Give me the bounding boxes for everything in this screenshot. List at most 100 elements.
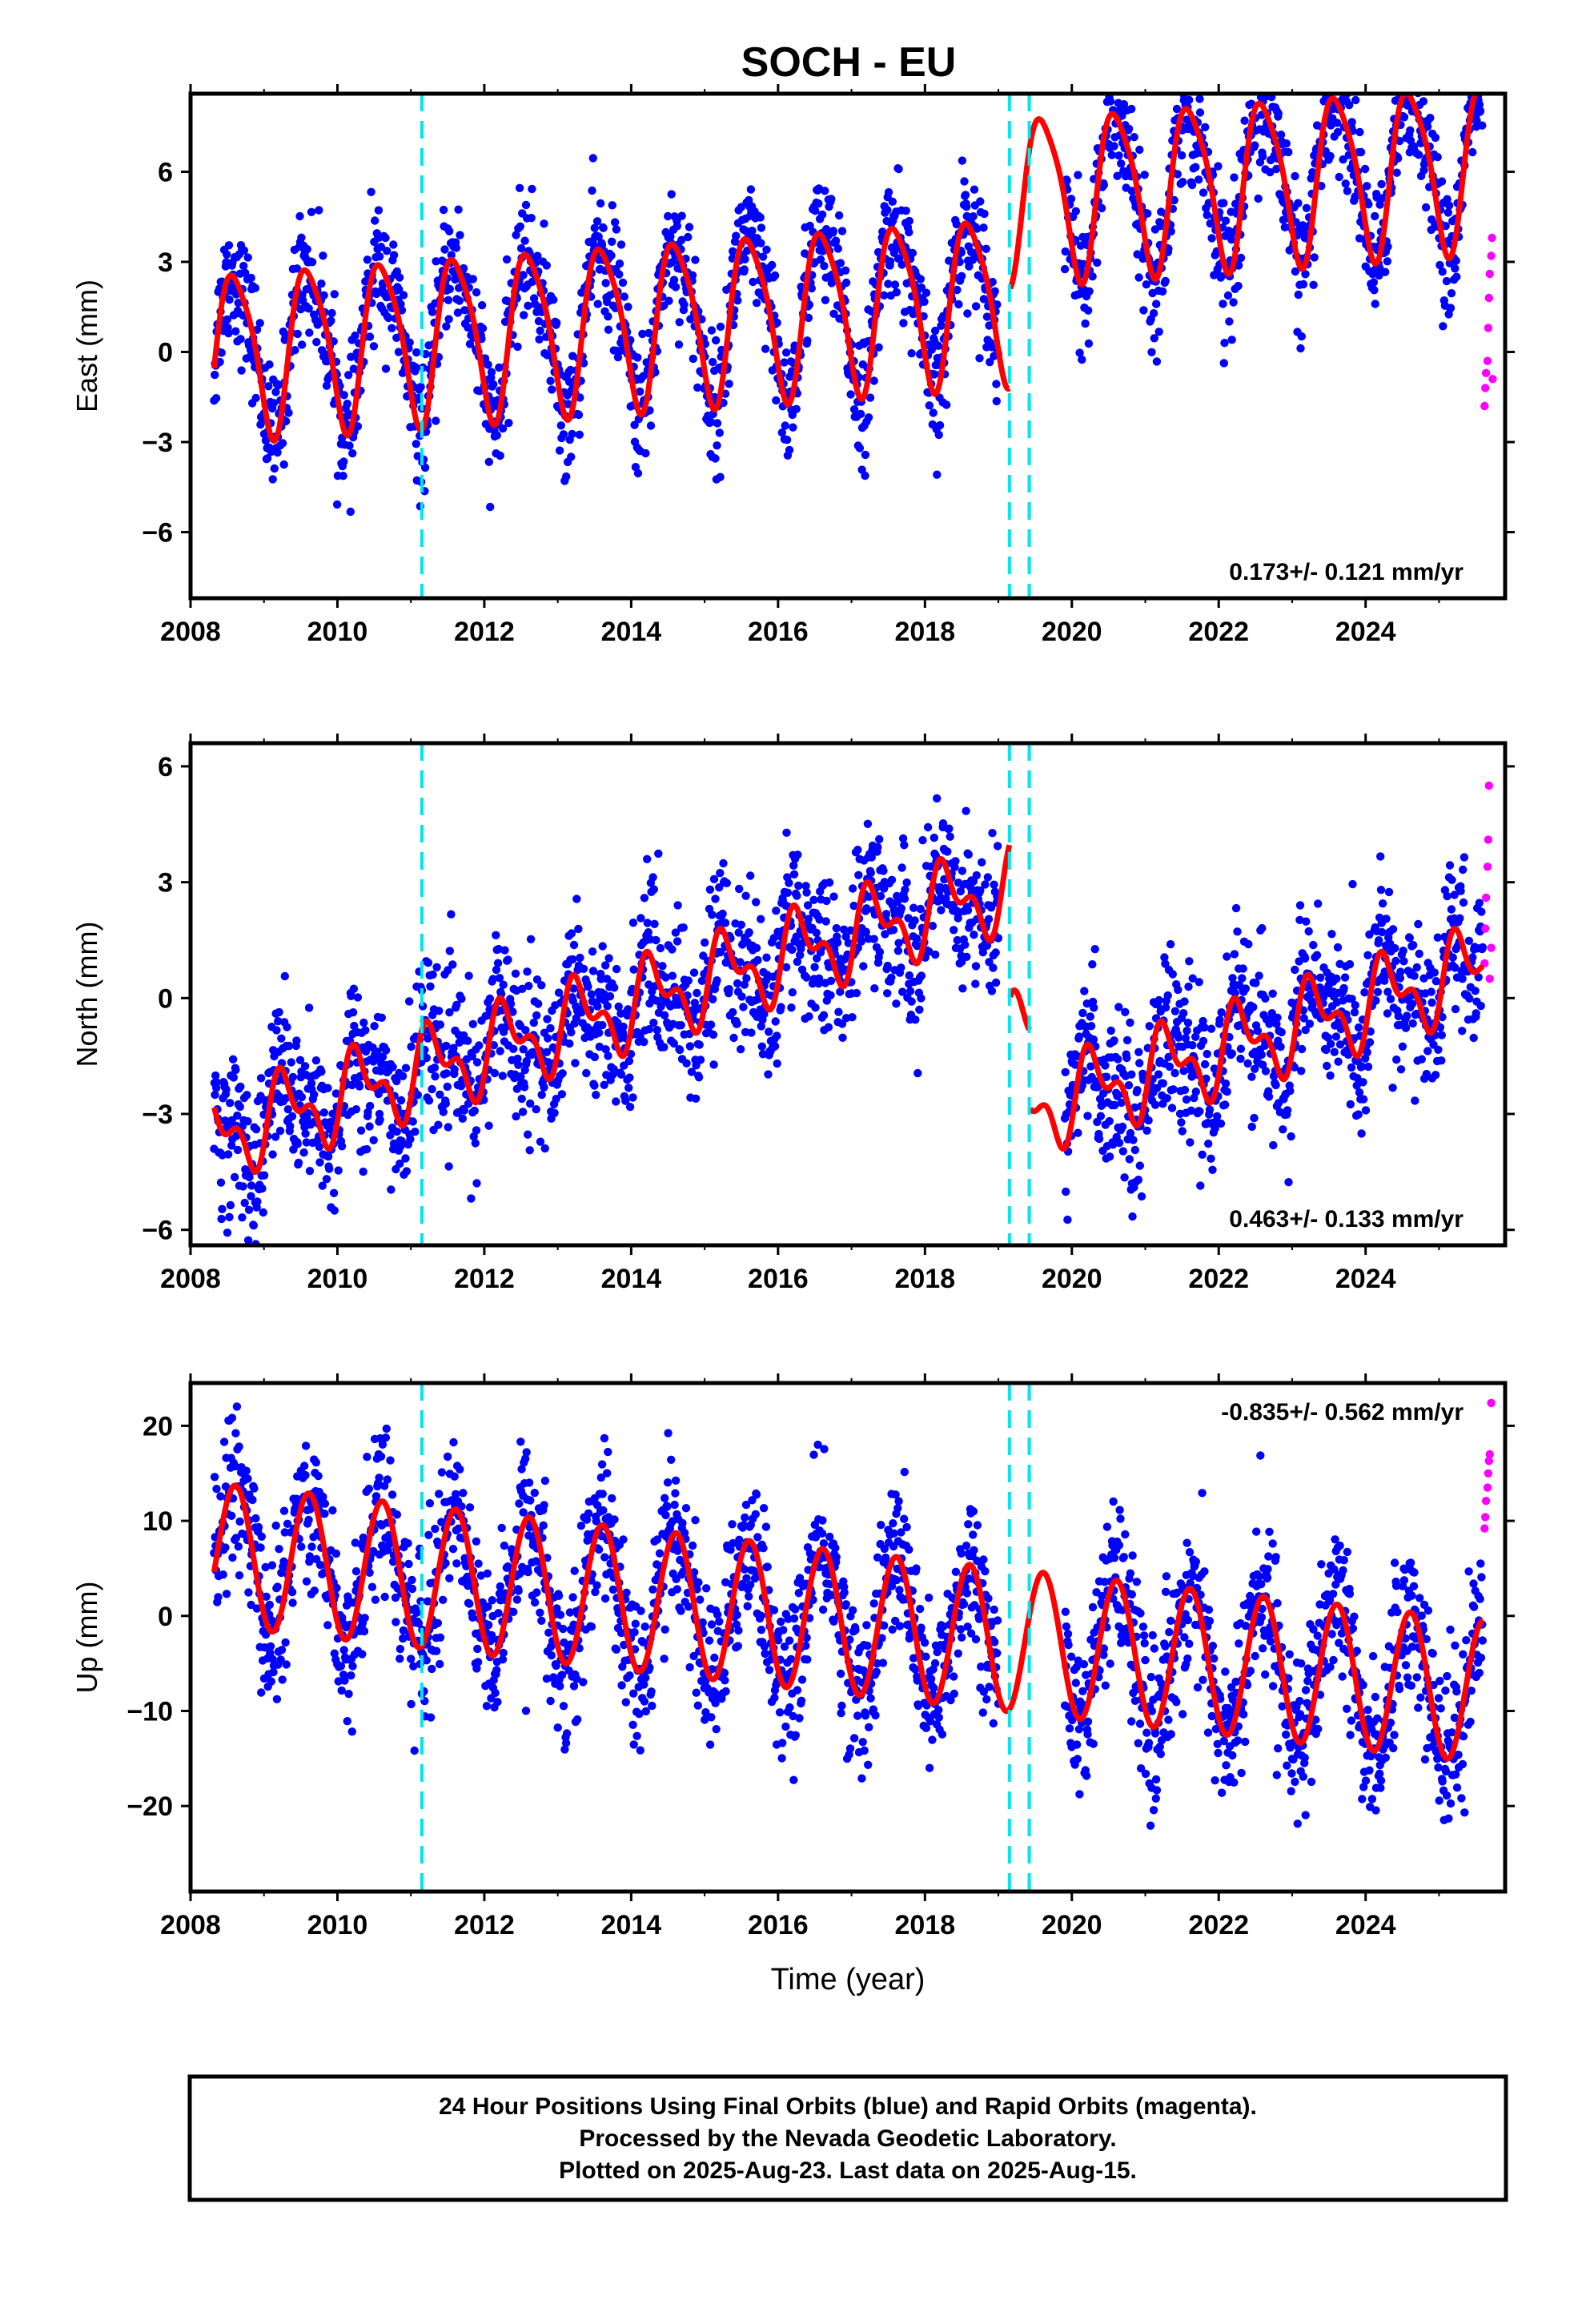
data-point — [288, 1072, 297, 1082]
data-point — [426, 982, 435, 991]
data-point — [448, 960, 457, 969]
data-point — [592, 217, 602, 226]
data-point — [331, 1089, 340, 1098]
data-point — [792, 404, 801, 413]
data-point — [347, 991, 355, 1001]
data-point — [1476, 107, 1485, 115]
data-point — [953, 935, 962, 945]
data-point — [915, 1005, 924, 1015]
panel-east: 2008 2010 2012 2014 2016 2018 2020 2022 2024−6−3… — [70, 34, 1515, 647]
data-point — [863, 819, 873, 828]
data-point — [1191, 1088, 1201, 1096]
data-point — [492, 431, 501, 440]
data-point — [434, 1120, 443, 1129]
data-point — [604, 1051, 612, 1060]
data-point — [1459, 865, 1468, 875]
data-point — [968, 255, 978, 264]
data-point — [396, 1159, 404, 1168]
data-point — [1174, 1033, 1183, 1042]
data-point — [1261, 46, 1269, 54]
data-point — [595, 1042, 604, 1051]
data-point — [273, 1582, 282, 1591]
data-point — [472, 1058, 482, 1067]
data-point — [812, 928, 821, 938]
data-point — [1207, 1154, 1215, 1164]
data-point — [395, 273, 404, 282]
data-point — [1395, 136, 1404, 146]
data-point — [1144, 1116, 1153, 1125]
data-point — [633, 468, 643, 478]
data-point — [821, 187, 829, 195]
data-point — [562, 472, 571, 481]
data-point — [827, 195, 836, 203]
data-point — [432, 963, 441, 972]
data-point — [1223, 291, 1233, 300]
x-tick-label: 2018 — [894, 617, 955, 647]
data-point — [1437, 1031, 1447, 1039]
data-point — [374, 206, 383, 215]
data-point — [1110, 1100, 1119, 1110]
data-point — [805, 221, 814, 231]
data-point — [1267, 63, 1275, 71]
data-point — [267, 1561, 277, 1570]
data-point — [1330, 1047, 1339, 1056]
data-point — [694, 1073, 704, 1082]
data-point — [558, 1069, 567, 1078]
data-point — [1170, 195, 1178, 205]
data-point — [1411, 75, 1419, 83]
data-point — [958, 984, 967, 993]
data-point — [542, 1047, 552, 1057]
data-point — [445, 284, 454, 294]
data-point — [233, 1145, 243, 1155]
data-point — [1186, 1106, 1196, 1116]
data-point — [667, 190, 676, 199]
y-tick-label: −3 — [142, 1100, 173, 1130]
data-point — [540, 219, 548, 228]
data-point — [1090, 945, 1099, 954]
data-point — [764, 1070, 773, 1079]
data-point — [1062, 176, 1071, 185]
data-point — [1195, 978, 1203, 987]
data-point — [1409, 34, 1417, 42]
data-point — [1227, 235, 1236, 244]
data-point — [1161, 276, 1170, 286]
rapid-point — [1484, 781, 1494, 790]
data-point — [1338, 70, 1346, 78]
data-point — [413, 1091, 422, 1100]
data-point — [542, 261, 551, 270]
data-point — [833, 932, 841, 941]
data-point — [736, 958, 745, 967]
data-point — [279, 460, 288, 469]
data-point — [568, 955, 577, 964]
data-point — [548, 385, 556, 394]
data-point — [1134, 1176, 1143, 1184]
data-point — [267, 1677, 275, 1686]
data-point — [1363, 182, 1371, 191]
data-point — [1444, 201, 1454, 210]
data-point — [1140, 171, 1149, 179]
data-point — [709, 1060, 718, 1069]
data-point — [826, 991, 835, 1000]
data-point — [317, 279, 326, 288]
data-point — [762, 245, 771, 254]
data-point — [265, 360, 274, 369]
data-point — [1375, 936, 1383, 945]
data-point — [1477, 64, 1485, 72]
data-point — [988, 277, 997, 287]
data-point — [456, 231, 464, 239]
data-point — [813, 954, 821, 963]
data-point — [516, 243, 526, 253]
data-point — [523, 967, 532, 976]
data-point — [989, 963, 998, 972]
data-point — [568, 429, 576, 439]
data-point — [453, 308, 463, 317]
data-point — [222, 1085, 231, 1094]
data-point — [1396, 1065, 1406, 1074]
data-point — [256, 1074, 266, 1083]
data-point — [217, 1214, 226, 1224]
data-point — [1332, 119, 1342, 127]
data-point — [817, 210, 827, 219]
data-point — [796, 951, 805, 959]
data-point — [1404, 76, 1412, 84]
data-point — [646, 421, 656, 430]
